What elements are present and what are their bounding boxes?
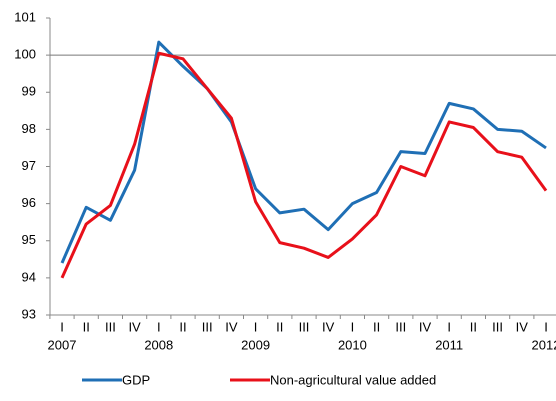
x-tick-label: II	[179, 319, 186, 334]
x-tick-label: IV	[322, 319, 335, 334]
x-tick-label: III	[105, 319, 116, 334]
y-tick-label: 100	[14, 47, 36, 62]
y-tick-label: 96	[22, 195, 36, 210]
y-tick-label: 101	[14, 9, 36, 24]
x-tick-label: I	[544, 319, 548, 334]
x-tick-label: III	[299, 319, 310, 334]
x-tick-label: II	[470, 319, 477, 334]
x-tick-label: I	[351, 319, 355, 334]
x-tick-label: III	[492, 319, 503, 334]
y-tick-label: 93	[22, 306, 36, 321]
x-tick-label: IV	[128, 319, 141, 334]
year-label: 2010	[338, 337, 367, 352]
legend-label: GDP	[122, 372, 150, 387]
x-tick-label: IV	[225, 319, 238, 334]
year-label: 2008	[144, 337, 173, 352]
x-tick-label: I	[447, 319, 451, 334]
year-label: 2009	[241, 337, 270, 352]
x-tick-label: I	[254, 319, 258, 334]
x-tick-label: II	[83, 319, 90, 334]
series-line	[60, 51, 548, 279]
year-label: 2012	[532, 337, 556, 352]
y-tick-label: 99	[22, 84, 36, 99]
x-tick-label: I	[60, 319, 64, 334]
x-tick-label: II	[276, 319, 283, 334]
year-label: 2011	[435, 337, 463, 352]
y-tick-label: 98	[22, 121, 36, 136]
y-tick-label: 94	[22, 269, 36, 284]
legend-label: Non-agricultural value added	[270, 372, 436, 387]
series-line	[60, 40, 547, 264]
y-tick-label: 97	[22, 158, 36, 173]
x-tick-label: IV	[516, 319, 529, 334]
y-tick-label: 95	[22, 232, 36, 247]
year-label: 2007	[48, 337, 77, 352]
x-tick-label: III	[395, 319, 406, 334]
x-tick-label: IV	[419, 319, 432, 334]
x-tick-label: III	[202, 319, 213, 334]
x-tick-label: I	[157, 319, 161, 334]
x-tick-label: II	[373, 319, 380, 334]
